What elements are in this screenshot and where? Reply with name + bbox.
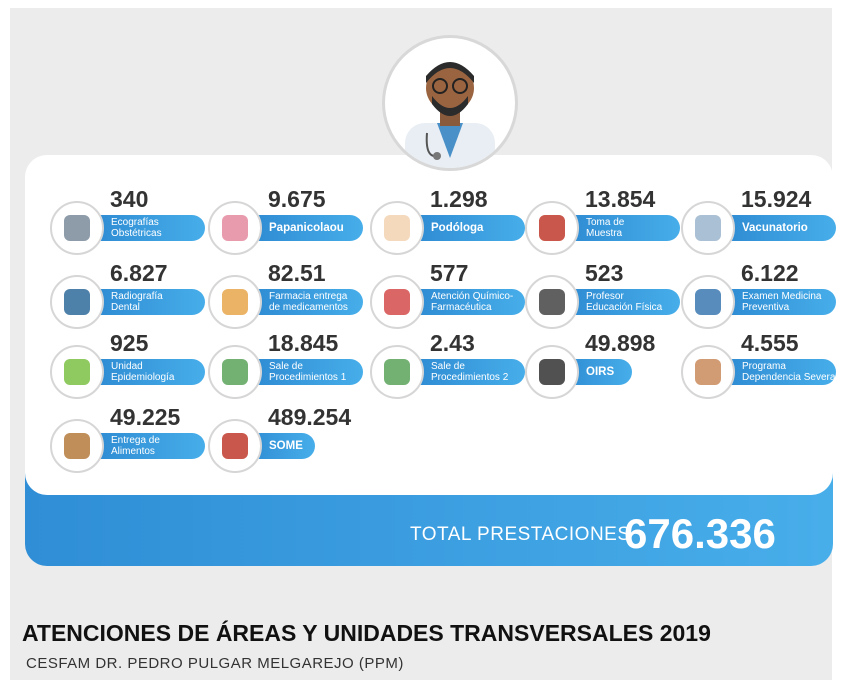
item-value: 13.854 — [585, 186, 655, 213]
icon-shape — [64, 289, 90, 315]
label-line: Podóloga — [431, 223, 525, 234]
label-line: Profesor — [586, 291, 680, 302]
total-label: TOTAL PRESTACIONES — [410, 524, 631, 546]
item-icon — [681, 275, 735, 329]
label-line: Examen Medicina — [742, 291, 836, 302]
label-line: SOME — [269, 441, 315, 452]
icon-shape — [384, 215, 410, 241]
item-icon — [681, 201, 735, 255]
item-value: 523 — [585, 260, 623, 287]
icon-shape — [695, 289, 721, 315]
footer-subtitle: CESFAM DR. PEDRO PULGAR MELGAREJO (PPM) — [26, 655, 404, 672]
item-icon — [681, 345, 735, 399]
item-value: 6.122 — [741, 260, 799, 287]
item-value: 6.827 — [110, 260, 168, 287]
label-line: Educación Física — [586, 302, 680, 313]
footer-title: ATENCIONES DE ÁREAS Y UNIDADES TRANSVERS… — [22, 620, 711, 647]
label-line: Ecografías — [111, 217, 205, 228]
label-line: Sale de — [431, 361, 525, 372]
label-line: Muestra — [586, 228, 680, 239]
label-line: Alimentos — [111, 446, 205, 457]
label-line: Papanicolaou — [269, 223, 363, 234]
item-value: 577 — [430, 260, 468, 287]
item-icon — [50, 345, 104, 399]
label-line: Procedimientos 2 — [431, 372, 525, 383]
icon-shape — [384, 359, 410, 385]
icon-shape — [539, 215, 565, 241]
icon-shape — [64, 215, 90, 241]
item-icon — [525, 275, 579, 329]
label-line: Entrega de — [111, 435, 205, 446]
item-icon — [525, 201, 579, 255]
label-line: Toma de — [586, 217, 680, 228]
item-icon — [50, 275, 104, 329]
label-line: Farmacéutica — [431, 302, 525, 313]
item-icon — [208, 345, 262, 399]
icon-shape — [222, 289, 248, 315]
item-icon — [370, 275, 424, 329]
label-line: Vacunatorio — [742, 223, 836, 234]
label-line: Preventiva — [742, 302, 836, 313]
item-icon — [525, 345, 579, 399]
item-icon — [370, 201, 424, 255]
icon-shape — [384, 289, 410, 315]
page: EcografíasObstétricas 340 Papanicolaou 9.67… — [0, 0, 842, 685]
item-value: 489.254 — [268, 404, 351, 431]
item-icon — [370, 345, 424, 399]
label-line: Procedimientos 1 — [269, 372, 363, 383]
item-value: 49.898 — [585, 330, 655, 357]
label-line: Unidad — [111, 361, 205, 372]
label-line: Epidemiología — [111, 372, 205, 383]
doctor-avatar — [382, 35, 518, 171]
icon-shape — [222, 359, 248, 385]
icon-shape — [64, 359, 90, 385]
label-line: Sale de — [269, 361, 363, 372]
label-line: Radiografía — [111, 291, 205, 302]
item-value: 925 — [110, 330, 148, 357]
item-value: 1.298 — [430, 186, 488, 213]
label-line: Programa — [742, 361, 836, 372]
item-value: 49.225 — [110, 404, 180, 431]
item-icon — [208, 419, 262, 473]
item-icon — [50, 201, 104, 255]
label-line: de medicamentos — [269, 302, 363, 313]
label-line: Dependencia Severa — [742, 372, 836, 383]
item-icon — [208, 201, 262, 255]
item-icon — [50, 419, 104, 473]
item-icon — [208, 275, 262, 329]
label-line: Atención Químico- — [431, 291, 525, 302]
label-line: Dental — [111, 302, 205, 313]
item-value: 9.675 — [268, 186, 326, 213]
total-value: 676.336 — [624, 510, 776, 558]
item-value: 4.555 — [741, 330, 799, 357]
icon-shape — [222, 215, 248, 241]
icon-shape — [539, 289, 565, 315]
icon-shape — [539, 359, 565, 385]
icon-shape — [222, 433, 248, 459]
item-value: 82.51 — [268, 260, 326, 287]
item-value: 15.924 — [741, 186, 811, 213]
icon-shape — [695, 215, 721, 241]
item-value: 2.43 — [430, 330, 475, 357]
label-line: Obstétricas — [111, 228, 205, 239]
label-line: Farmacia entrega — [269, 291, 363, 302]
doctor-illustration — [385, 38, 515, 168]
item-value: 18.845 — [268, 330, 338, 357]
label-line: OIRS — [586, 367, 632, 378]
icon-shape — [695, 359, 721, 385]
icon-shape — [64, 433, 90, 459]
item-value: 340 — [110, 186, 148, 213]
